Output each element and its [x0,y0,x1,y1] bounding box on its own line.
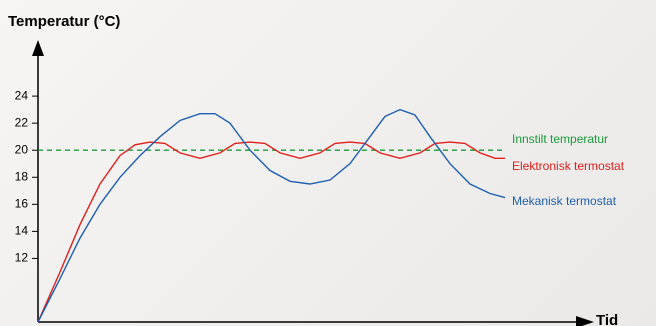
legend-label: Mekanisk termostat [512,194,617,208]
y-axis-title: Temperatur (°C) [8,13,120,30]
y-tick-label: 24 [15,88,29,102]
x-arrow [576,316,594,326]
y-tick-label: 14 [15,224,29,238]
series-line [37,108,506,323]
series-line [37,141,505,323]
y-tick-label: 18 [15,169,29,183]
y-tick-label: 12 [15,251,29,265]
y-tick-label: 20 [15,142,29,156]
y-tick-label: 16 [15,196,29,210]
y-arrow [32,40,44,56]
legend-label: Elektronisk termostat [512,159,625,173]
x-axis-title: Tid [596,312,618,326]
y-tick-label: 22 [15,115,29,129]
legend-label: Innstilt temperatur [512,132,608,146]
